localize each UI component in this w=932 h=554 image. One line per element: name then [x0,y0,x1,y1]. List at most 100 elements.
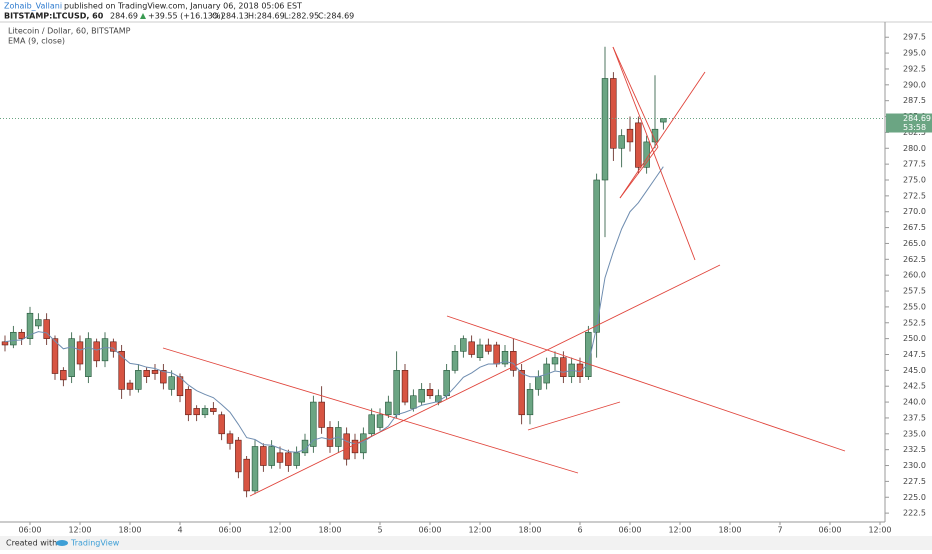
candle-body [268,446,275,466]
last-price: 284.69 [110,12,138,21]
candle-body [126,382,134,390]
y-tick-label: 242.5 [903,382,926,391]
candle-body [110,341,117,352]
candle-body [376,414,384,428]
candle-body [218,414,225,435]
y-tick-label: 232.5 [903,445,926,454]
candle-body [210,408,217,412]
x-tick-label: 18:00 [518,526,541,535]
price-tag: 284.69 [903,114,931,123]
candle-body [601,78,609,181]
x-tick-label: 12:00 [268,526,291,535]
published: published on TradingView.com, January 06… [64,2,302,11]
candle-body [460,338,467,352]
y-tick-label: 257.5 [903,287,926,296]
author[interactable]: Zohaib_Vallani [4,2,62,11]
candle-body [135,370,142,390]
candle-body [501,351,509,365]
candle-body [526,389,534,416]
y-tick-label: 250.0 [903,334,926,343]
y-tick-label: 235.0 [903,429,926,438]
y-tick-label: 262.5 [903,255,926,264]
trend-lines [162,46,846,497]
candle-body [418,389,425,403]
candle-body [535,376,542,390]
legend-ema: EMA (9, close) [8,37,65,46]
candle-body [385,401,392,416]
y-tick-label: 287.5 [903,96,926,105]
change: +39.55 (+16.13%) [148,12,224,21]
candle-body [10,331,17,346]
footer-bar [0,536,932,550]
candle-body [243,458,250,492]
y-tick-label: 247.5 [903,350,926,359]
up-arrow [140,13,146,19]
candle-body [101,338,109,362]
y-tick-label: 245.0 [903,366,926,375]
legend-series: Litecoin / Dollar, 60, BITSTAMP [8,27,131,36]
x-tick-label: 5 [377,526,382,535]
candle-body [26,312,34,339]
ohlc-high: H:284.69 [248,12,285,21]
price-tag-box [886,113,932,133]
y-tick-label: 255.0 [903,302,926,311]
candle-body [426,389,434,397]
y-tick-label: 277.5 [903,160,926,169]
x-tick-label: 06:00 [818,526,841,535]
candle-body [68,338,75,377]
y-tick-label: 275.0 [903,175,926,184]
candle-body [401,370,409,403]
ema-line [4,166,664,453]
candle-body [585,331,592,377]
trend-line [249,264,721,497]
x-tick-label: 12:00 [68,526,91,535]
y-tick-label: 270.0 [903,207,926,216]
footer-brand[interactable]: TradingView [70,539,120,548]
y-tick-label: 267.5 [903,223,926,232]
y-tick-label: 272.5 [903,191,926,200]
candle-body [343,433,350,460]
y-tick-label: 227.5 [903,477,926,486]
x-tick-label: 4 [177,526,182,535]
countdown: 53:58 [903,123,926,132]
y-tick-label: 290.0 [903,80,926,89]
candle-body [326,427,334,447]
candle-body [85,338,92,377]
candle-body [318,401,325,428]
candle-body [185,389,192,416]
tv-logo [56,540,68,546]
ohlc-open: O:284.13 [212,12,249,21]
candle-body [276,452,284,463]
candle-body [18,331,25,339]
candle-body [360,433,367,454]
trend-line [612,46,659,148]
x-tick-label: 12:00 [468,526,491,535]
y-tick-label: 260.0 [903,271,926,280]
candle-body [60,370,67,381]
y-tick-label: 230.0 [903,461,926,470]
candle-body [451,351,459,371]
candle-body [410,395,417,409]
x-tick-label: 12:00 [668,526,691,535]
candle-body [168,376,175,390]
y-tick-label: 222.5 [903,509,926,518]
x-tick-label: 18:00 [118,526,141,535]
x-tick-label: 06:00 [618,526,641,535]
y-tick-label: 240.0 [903,398,926,407]
candle-body [43,319,50,339]
candle-body [626,128,634,143]
ohlc-low: L:282.95 [284,12,319,21]
y-tick-label: 292.5 [903,64,926,73]
candle-body [476,344,484,358]
candle-body [368,414,375,435]
x-tick-label: 18:00 [718,526,741,535]
candle-body [226,433,234,444]
candle-body [660,118,667,123]
candle-body [351,439,359,454]
candle-body [551,357,559,365]
candle-body [635,122,642,168]
x-tick-label: 06:00 [418,526,441,535]
candle-body [35,319,42,327]
y-tick-label: 265.0 [903,239,926,248]
